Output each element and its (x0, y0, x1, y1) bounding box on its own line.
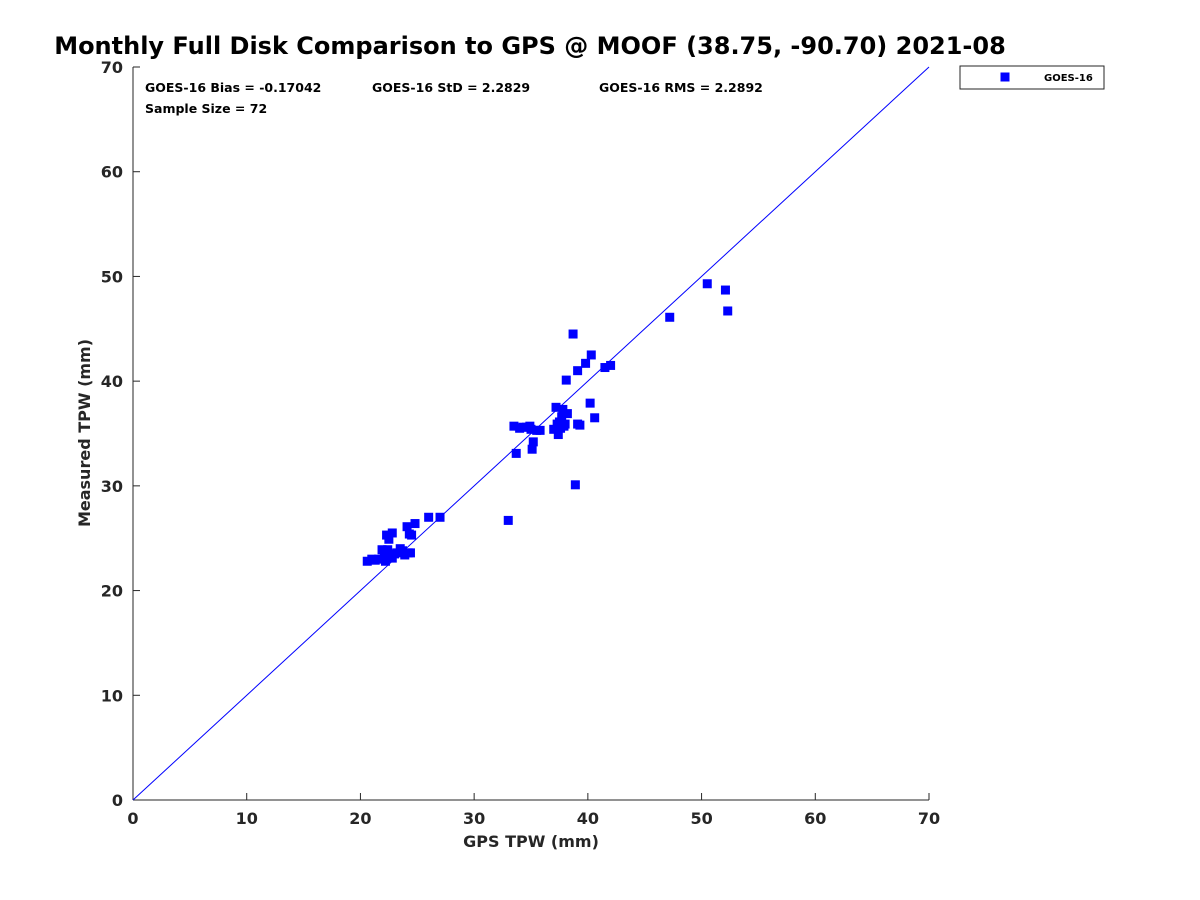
data-point (573, 366, 583, 376)
y-tick-label: 40 (101, 372, 123, 391)
data-point (551, 402, 561, 412)
data-point (407, 530, 417, 540)
x-tick-label: 60 (804, 809, 826, 828)
x-tick-label: 50 (690, 809, 712, 828)
data-point (509, 421, 519, 431)
y-tick-label: 50 (101, 267, 123, 286)
data-point (377, 545, 387, 555)
y-tick-label: 70 (101, 58, 123, 77)
data-point (590, 413, 600, 423)
x-tick-label: 0 (127, 809, 138, 828)
y-tick-label: 10 (101, 686, 123, 705)
plot-area: 0 10 20 30 40 50 60 70 0 10 20 30 40 50 60 70 (101, 58, 940, 828)
data-point (560, 419, 570, 429)
data-point (374, 554, 384, 564)
data-point (527, 444, 537, 454)
data-point (362, 556, 372, 566)
data-point (535, 425, 545, 435)
y-axis-label: Measured TPW (mm) (75, 339, 94, 527)
data-point (424, 512, 434, 522)
data-point (410, 519, 420, 529)
x-tick-label: 40 (577, 809, 599, 828)
legend-box (959, 65, 1105, 90)
legend-marker (1000, 72, 1010, 82)
data-point (723, 306, 733, 316)
data-point (606, 360, 616, 370)
data-point (575, 420, 585, 430)
data-point (585, 398, 595, 408)
x-tick-label: 70 (918, 809, 940, 828)
y-tick-label: 60 (101, 163, 123, 182)
data-point (586, 350, 596, 360)
x-tick-label: 30 (463, 809, 485, 828)
data-point (558, 404, 568, 414)
data-point (554, 417, 564, 427)
x-axis-label: GPS TPW (mm) (463, 832, 599, 851)
data-point (581, 358, 591, 368)
data-point (557, 412, 567, 422)
x-tick-label: 10 (236, 809, 258, 828)
data-point (600, 363, 610, 373)
data-point (562, 409, 572, 419)
data-point (549, 424, 559, 434)
data-point (702, 279, 712, 289)
data-point (561, 375, 571, 385)
bias-annotation: GOES-16 Bias = -0.17042 (145, 80, 321, 95)
std-annotation: GOES-16 StD = 2.2829 (372, 80, 530, 95)
y-tick-label: 30 (101, 477, 123, 496)
data-point (528, 437, 538, 447)
data-point (553, 430, 563, 440)
y-tick-label: 20 (101, 582, 123, 601)
data-point (570, 480, 580, 490)
data-point (435, 512, 445, 522)
data-point (568, 329, 578, 339)
legend: GOES-16 (959, 65, 1105, 90)
data-points (362, 279, 733, 566)
data-point (387, 528, 397, 538)
data-point (380, 556, 390, 566)
data-point (511, 448, 521, 458)
x-ticks: 0 10 20 30 40 50 60 70 (127, 793, 940, 828)
y-tick-label: 0 (112, 791, 123, 810)
data-point (665, 312, 675, 322)
data-point (384, 534, 394, 544)
data-point (383, 545, 393, 555)
y-ticks: 0 10 20 30 40 50 60 70 (101, 58, 140, 810)
chart-title: Monthly Full Disk Comparison to GPS @ MO… (54, 32, 1006, 60)
x-tick-label: 20 (349, 809, 371, 828)
data-point (526, 424, 536, 434)
sample-size-annotation: Sample Size = 72 (145, 101, 267, 116)
data-point (720, 285, 730, 295)
data-point (402, 522, 412, 532)
legend-label: GOES-16 (1044, 73, 1093, 84)
rms-annotation: GOES-16 RMS = 2.2892 (599, 80, 763, 95)
data-point (503, 515, 513, 525)
data-point (405, 548, 415, 558)
